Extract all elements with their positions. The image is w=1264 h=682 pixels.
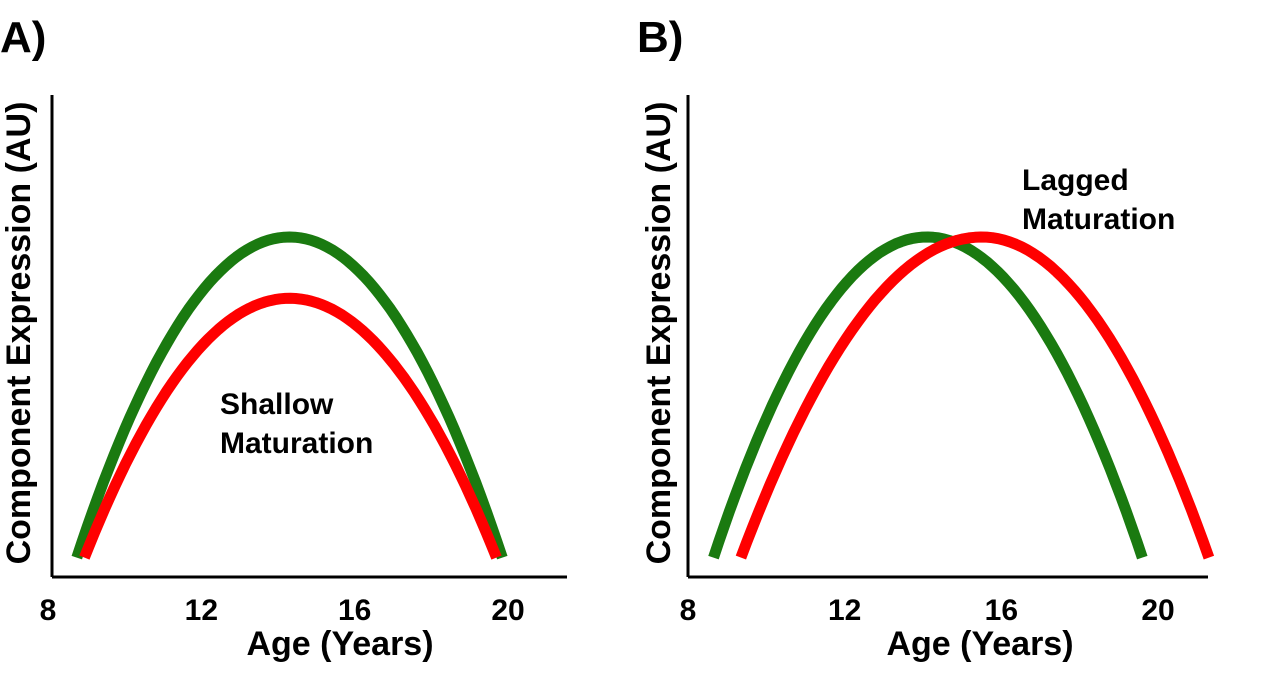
panel-label: B) xyxy=(637,13,683,62)
series-line xyxy=(79,292,502,560)
annotation-text: Lagged xyxy=(1022,164,1129,197)
panel-a: A) 8 12 16 20 Age (Years) Component Expression… xyxy=(0,13,567,663)
x-tick-label: 12 xyxy=(185,594,218,627)
annotation-text: Maturation xyxy=(1022,203,1175,236)
panel-label: A) xyxy=(0,13,46,62)
series-line xyxy=(708,231,1148,560)
annotation-text: Maturation xyxy=(220,427,373,460)
x-axis-label: Age (Years) xyxy=(246,625,433,663)
series-line xyxy=(71,231,508,560)
y-axis-label: Component Expression (AU) xyxy=(640,102,678,565)
x-tick-label: 20 xyxy=(491,594,524,627)
x-tick-label: 16 xyxy=(985,594,1018,627)
y-axis-label: Component Expression (AU) xyxy=(0,102,38,565)
panel-b: B) 8 12 16 20 Age (Years) Component Expression… xyxy=(637,13,1215,663)
x-tick-label: 16 xyxy=(338,594,371,627)
series-line xyxy=(735,231,1215,560)
x-axis-label: Age (Years) xyxy=(886,625,1073,663)
x-tick-label: 12 xyxy=(828,594,861,627)
x-tick-label: 8 xyxy=(40,594,57,627)
x-tick-label: 8 xyxy=(680,594,697,627)
annotation-text: Shallow xyxy=(220,388,334,421)
x-tick-label: 20 xyxy=(1141,594,1174,627)
